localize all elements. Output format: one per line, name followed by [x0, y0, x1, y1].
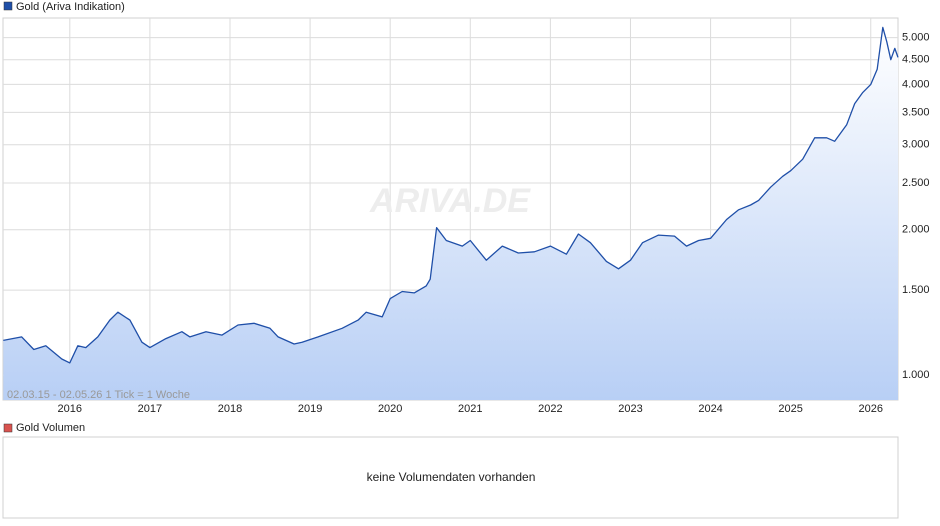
x-tick-label: 2023 [618, 403, 642, 415]
legend-label: Gold (Ariva Indikation) [16, 1, 125, 13]
x-tick-label: 2025 [778, 403, 802, 415]
y-tick-label: 1.000 [902, 369, 930, 381]
x-tick-label: 2026 [859, 403, 883, 415]
y-tick-label: 2.000 [902, 224, 930, 236]
x-tick-label: 2022 [538, 403, 562, 415]
legend-swatch [3, 1, 13, 11]
y-tick-label: 1.500 [902, 284, 930, 296]
volume-title: Gold Volumen [16, 422, 85, 434]
date-range-note: 02.03.15 - 02.05.26 1 Tick = 1 Woche [7, 389, 190, 401]
x-tick-label: 2024 [698, 403, 722, 415]
volume-panel [2, 436, 899, 519]
y-tick-label: 4.500 [902, 54, 930, 66]
y-tick-label: 5.000 [902, 32, 930, 44]
y-tick-label: 4.000 [902, 78, 930, 90]
y-tick-label: 3.000 [902, 139, 930, 151]
watermark: ARIVA.DE [369, 182, 531, 220]
volume-swatch [3, 423, 13, 433]
price-line [3, 26, 899, 364]
y-tick-label: 3.500 [902, 106, 930, 118]
x-tick-label: 2016 [58, 403, 82, 415]
x-tick-label: 2018 [218, 403, 242, 415]
volume-message: keine Volumendaten vorhanden [367, 470, 536, 484]
x-tick-label: 2020 [378, 403, 402, 415]
y-tick-label: 2.500 [902, 177, 930, 189]
area-fill [3, 27, 899, 401]
x-tick-label: 2021 [458, 403, 482, 415]
x-tick-label: 2019 [298, 403, 322, 415]
x-tick-label: 2017 [138, 403, 162, 415]
